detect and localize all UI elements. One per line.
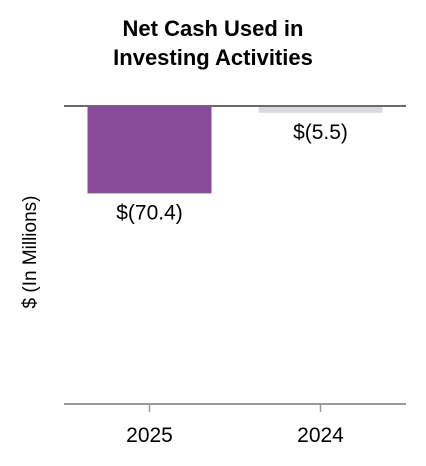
x-tick-label-2024: 2024 [297,424,344,447]
x-tick-label-2025: 2025 [126,424,173,447]
data-label-2025: $(70.4) [116,201,183,224]
data-label-2024: $(5.5) [293,121,348,144]
bar-2024 [258,106,383,113]
chart-title-line-2: Investing Activities [113,45,313,70]
bar-2025 [87,106,212,194]
chart-title-line-1: Net Cash Used in [122,16,304,41]
y-axis-label: $ (In Millions) [20,196,41,309]
chart-title: Net Cash Used in Investing Activities [0,14,426,72]
